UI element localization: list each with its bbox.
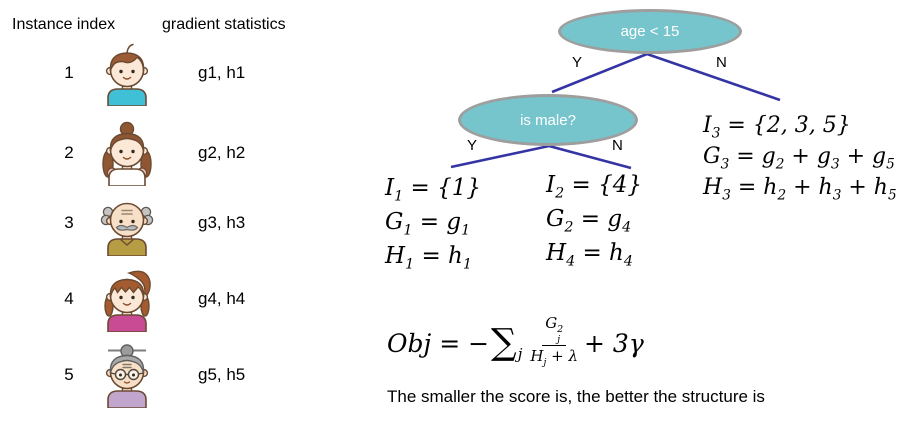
equation: H4 = h4 <box>546 240 633 270</box>
branch-child-yes <box>450 144 550 169</box>
gradient-stats: g3, h3 <box>198 213 246 232</box>
objective-lhs: Obj = − <box>387 328 490 358</box>
equation: H1 = h1 <box>385 243 472 273</box>
equation: G2 = g4 <box>546 206 632 236</box>
branch-root-no <box>646 52 781 102</box>
gradient-stats: g1, h1 <box>198 63 246 82</box>
instance-index: 1 <box>64 63 74 82</box>
instance-row-4: 4 g4, h4 <box>0 266 290 332</box>
instance-row-5: 5 g5, h5 <box>0 342 290 408</box>
tree-node-is-male: is male? <box>458 94 638 146</box>
leaf2-equations: I2 = {4} G2 = g4 H4 = h4 <box>546 168 642 270</box>
branch-root-yes <box>551 52 648 94</box>
branch-label-root-no: N <box>716 54 727 71</box>
instance-index: 5 <box>64 365 74 384</box>
avatar-old-man <box>100 202 154 256</box>
sum-index: j <box>517 345 523 364</box>
column-header-gradient-statistics: gradient statistics <box>162 16 286 33</box>
avatar-girl <box>102 121 152 186</box>
instance-index: 2 <box>64 143 74 162</box>
gradient-stats: g2, h2 <box>198 143 246 162</box>
objective-suffix: + 3γ <box>584 328 644 358</box>
caption-text: The smaller the score is, the better the… <box>387 387 765 406</box>
gradient-stats: g5, h5 <box>198 365 246 384</box>
branch-label-child-yes: Y <box>467 137 478 154</box>
fraction-denominator: Hj + λ <box>530 346 579 368</box>
equation: I3 = {2, 3, 5} <box>703 113 851 142</box>
branch-label-child-no: N <box>612 137 623 154</box>
sum-operator: ∑ j <box>491 321 522 363</box>
leaf1-equations: I1 = {1} G1 = g1 H1 = h1 <box>385 171 481 273</box>
avatar-old-woman <box>105 344 149 408</box>
equation: G1 = g1 <box>385 209 471 239</box>
column-header-instance-index: Instance index <box>12 16 116 33</box>
equation: G3 = g2 + g3 + g5 <box>703 144 895 173</box>
instance-row-3: 3 g3, h3 <box>0 190 290 256</box>
branch-label-root-yes: Y <box>572 54 583 71</box>
leaf3-equations: I3 = {2, 3, 5} G3 = g2 + g3 + g5 H3 = h2… <box>703 110 897 203</box>
gradient-stats: g4, h4 <box>198 289 246 308</box>
tree-node-age: age < 15 <box>558 9 742 54</box>
instance-row-2: 2 g2, h2 <box>0 120 290 186</box>
equation: I2 = {4} <box>546 172 642 202</box>
instance-index: 3 <box>64 213 74 232</box>
equation: I1 = {1} <box>385 175 481 205</box>
avatar-boy <box>105 43 149 106</box>
instance-row-1: 1 g1, h1 <box>0 40 290 106</box>
equation: H3 = h2 + h3 + h5 <box>703 175 897 204</box>
avatar-woman <box>104 270 151 332</box>
sigma-symbol: ∑ <box>491 321 517 363</box>
instance-index: 4 <box>64 289 74 308</box>
